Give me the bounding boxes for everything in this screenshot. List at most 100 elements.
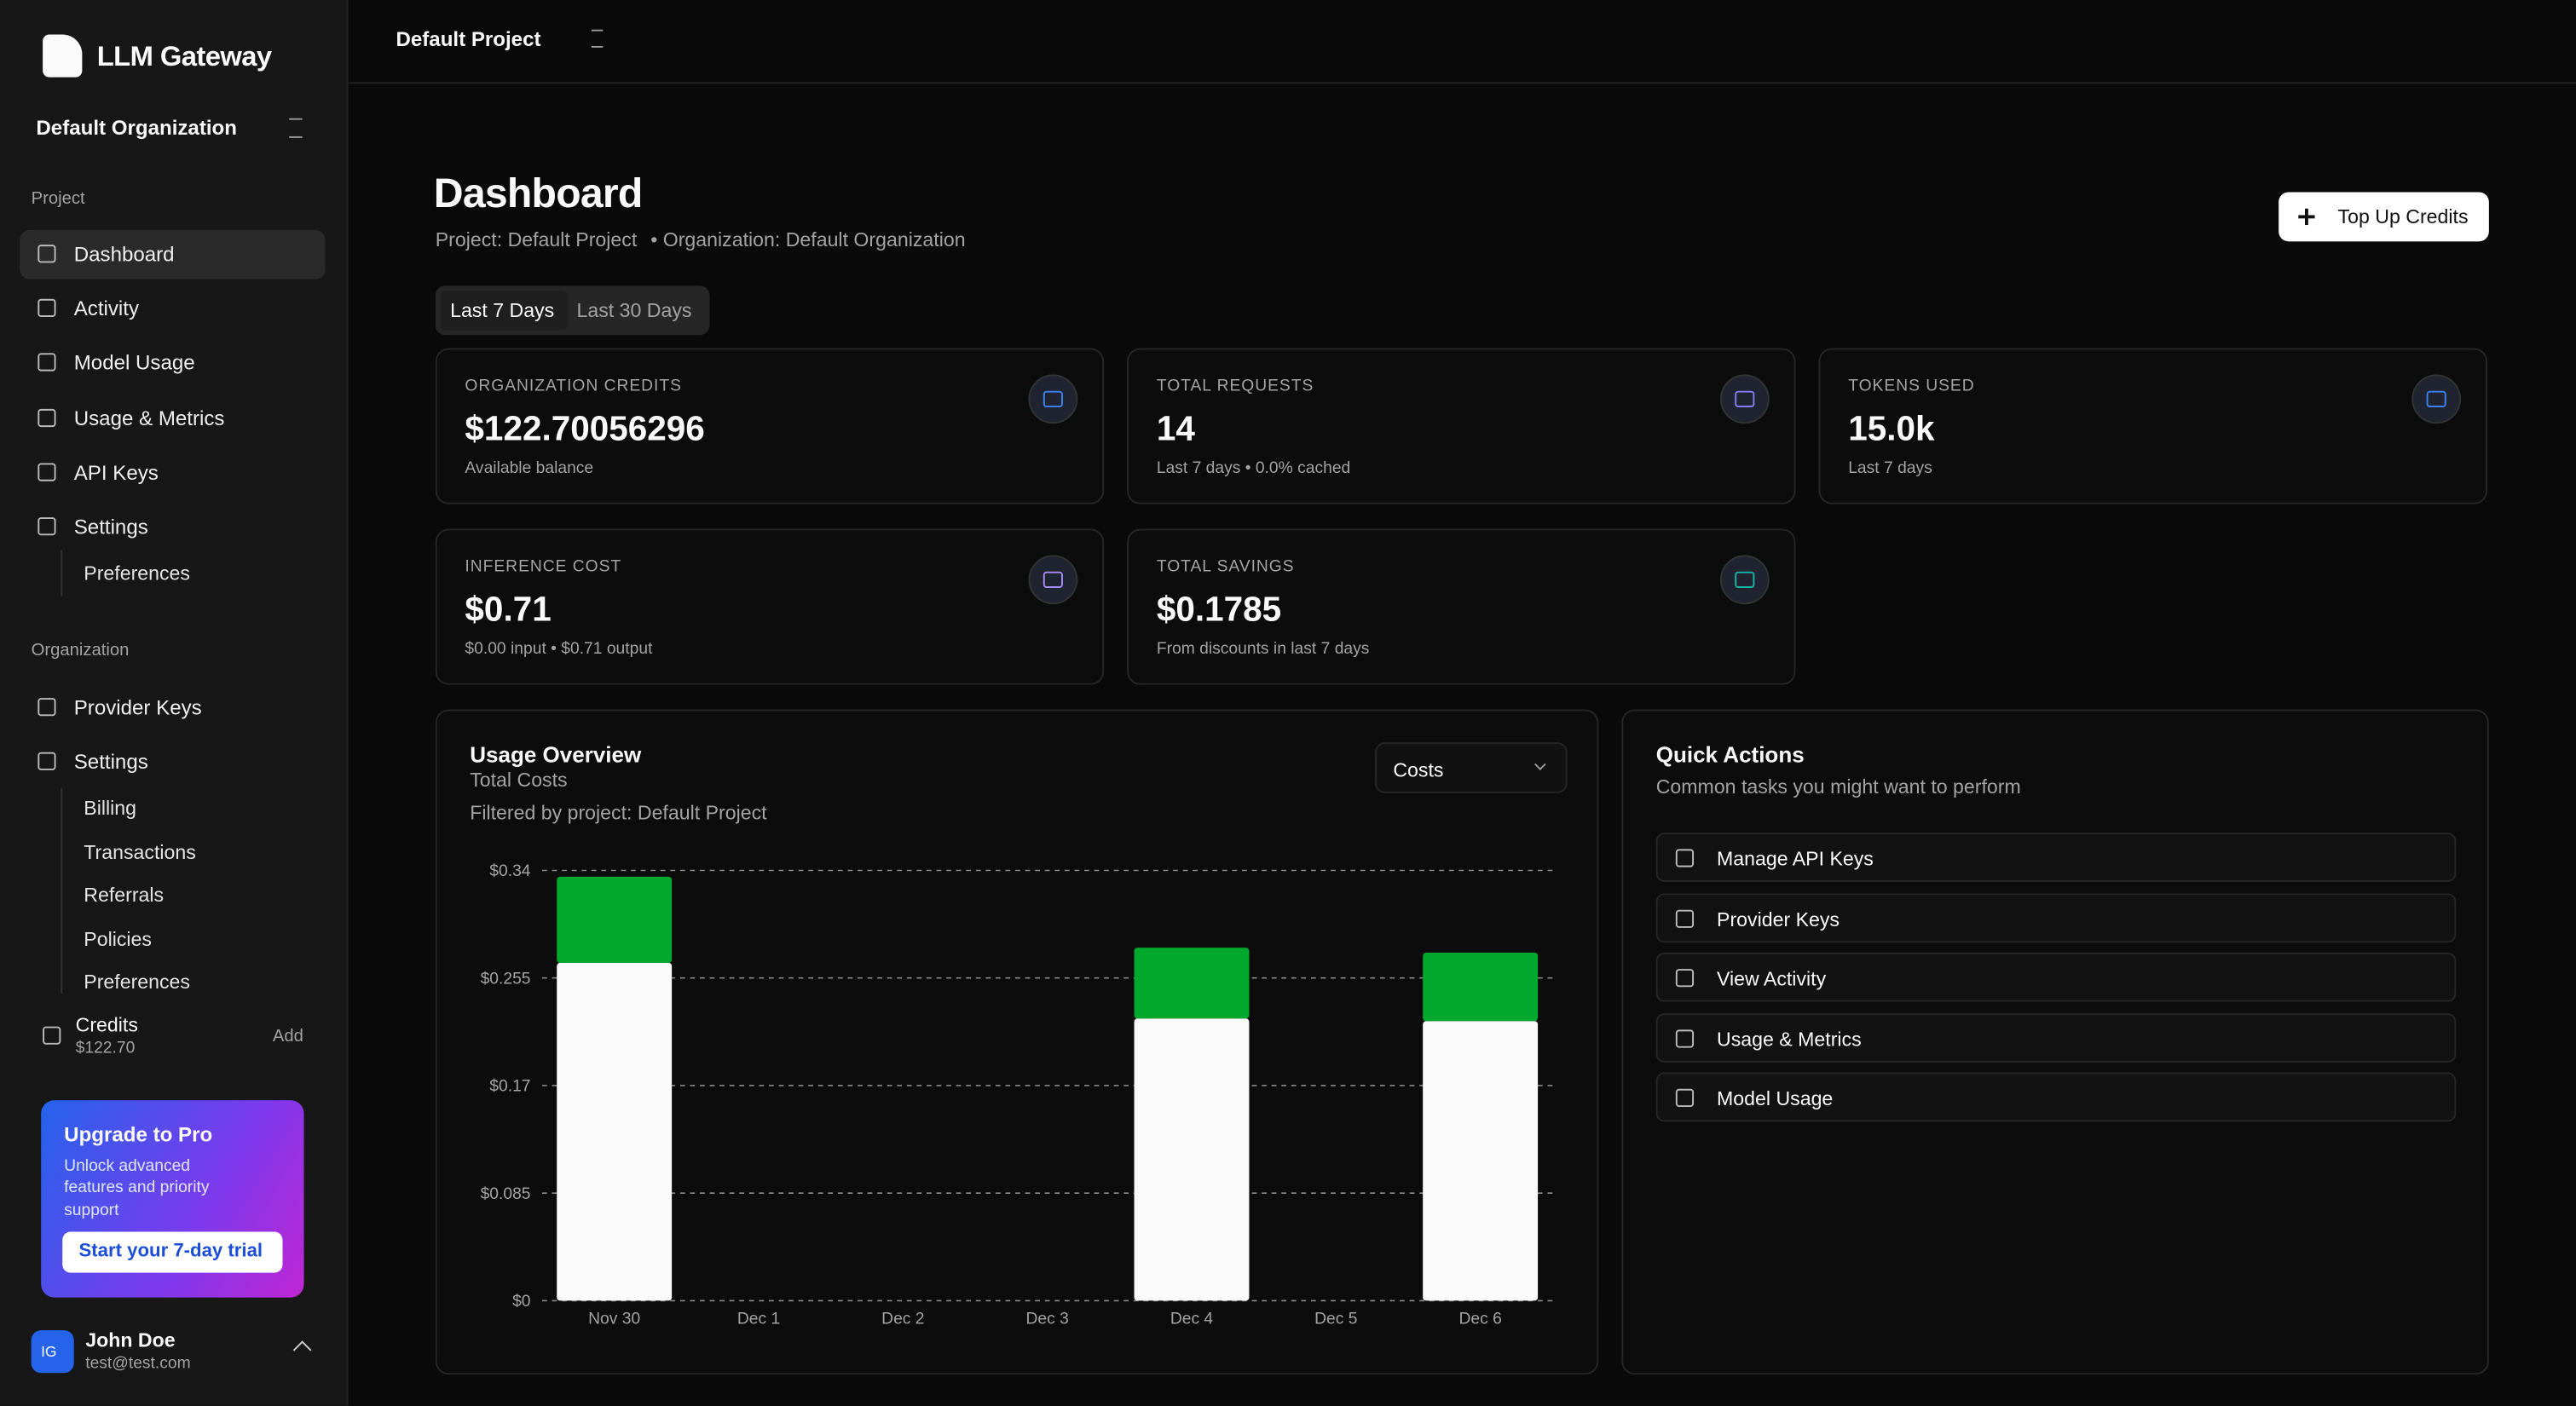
range-tab[interactable]: Last 30 Days bbox=[576, 298, 692, 322]
stat-icon-glyph bbox=[1735, 571, 1755, 588]
upgrade-button[interactable]: Start your 7-day trial bbox=[62, 1231, 283, 1273]
stat-icon bbox=[1028, 555, 1078, 605]
quick-action-label: Manage API Keys bbox=[1717, 847, 1874, 871]
stat-card: TOTAL SAVINGS $0.1785 From discounts in la… bbox=[1127, 528, 1796, 685]
stat-value: $0.71 bbox=[465, 591, 552, 630]
stat-note: From discounts in last 7 days bbox=[1156, 640, 1370, 659]
nav-label: Settings bbox=[73, 516, 148, 539]
icon bbox=[38, 299, 56, 318]
stat-note: Last 7 days bbox=[1848, 459, 1932, 478]
nav-item[interactable]: Settings bbox=[20, 503, 325, 552]
icon bbox=[38, 698, 56, 717]
stat-label: TOKENS USED bbox=[1848, 377, 1975, 396]
icon bbox=[38, 408, 56, 427]
sub-rail bbox=[61, 550, 63, 596]
nav-label: Dashboard bbox=[73, 243, 175, 267]
stat-value: 15.0k bbox=[1848, 410, 1935, 449]
quick-actions-subtitle: Common tasks you might want to perform bbox=[1655, 775, 2021, 798]
usage-filter: Filtered by project: Default Project bbox=[470, 801, 767, 825]
upgrade-button-label: Start your 7-day trial bbox=[78, 1242, 263, 1262]
metric-select[interactable]: Costs bbox=[1375, 742, 1568, 793]
nav-subitem[interactable]: Policies bbox=[84, 927, 153, 951]
icon bbox=[43, 1026, 61, 1045]
quick-action[interactable]: Usage & Metrics bbox=[1655, 1012, 2457, 1062]
nav-label: Provider Keys bbox=[73, 696, 202, 720]
stat-icon bbox=[1719, 374, 1770, 424]
nav-subitem[interactable]: Preferences bbox=[84, 562, 190, 585]
section-label: Project bbox=[31, 188, 85, 209]
usage-subtitle: Total Costs bbox=[470, 768, 568, 792]
icon bbox=[1675, 908, 1695, 927]
nav-label: Settings bbox=[73, 751, 148, 775]
upgrade-card: Upgrade to Pro Unlock advanced features a… bbox=[41, 1100, 304, 1298]
stat-label: TOTAL REQUESTS bbox=[1156, 377, 1314, 396]
stat-icon bbox=[1719, 555, 1770, 605]
icon bbox=[38, 517, 56, 536]
stat-card: TOKENS USED 15.0k Last 7 days bbox=[1818, 348, 2487, 504]
quick-action[interactable]: Provider Keys bbox=[1655, 892, 2457, 942]
user-menu[interactable] bbox=[292, 1340, 312, 1360]
upgrade-title: Upgrade to Pro bbox=[64, 1123, 213, 1147]
range-tabs: Last 7 Days Last 30 Days bbox=[435, 285, 710, 336]
quick-action[interactable]: View Activity bbox=[1655, 952, 2457, 1002]
project-switcher[interactable]: Default Project bbox=[396, 27, 541, 51]
nav-subitem[interactable]: Billing bbox=[84, 796, 136, 820]
quick-action[interactable]: Manage API Keys bbox=[1655, 833, 2457, 882]
quick-action-label: Model Usage bbox=[1717, 1086, 1834, 1110]
upgrade-text: Unlock advanced features and priority su… bbox=[64, 1157, 210, 1220]
stat-icon-glyph bbox=[1735, 390, 1755, 407]
credits-add[interactable]: Add bbox=[272, 1026, 303, 1046]
icon bbox=[38, 752, 56, 771]
stat-value: $122.70056296 bbox=[465, 410, 705, 449]
page-title: Dashboard bbox=[433, 170, 644, 217]
usage-card: Usage Overview Total Costs Filtered by pro… bbox=[435, 709, 1599, 1375]
nav-label: Activity bbox=[73, 297, 140, 321]
stat-card: INFERENCE COST $0.71 $0.00 input • $0.71 o… bbox=[435, 528, 1105, 685]
user-email: test@test.com bbox=[85, 1355, 191, 1374]
nav-scroll: Dashboard Activity Model Usage Usage & Metr… bbox=[0, 222, 349, 994]
topbar-divider bbox=[348, 82, 2576, 84]
button-label: Top Up Credits bbox=[2337, 205, 2469, 228]
nav-subitem[interactable]: Referrals bbox=[84, 884, 165, 908]
avatar: IG bbox=[31, 1330, 74, 1374]
nav-item[interactable]: Provider Keys bbox=[20, 683, 325, 733]
stat-card: TOTAL REQUESTS 14 Last 7 days • 0.0% cache… bbox=[1127, 348, 1796, 504]
top-up-button[interactable]: Top Up Credits bbox=[2279, 192, 2489, 242]
quick-action[interactable]: Model Usage bbox=[1655, 1072, 2457, 1122]
icon bbox=[38, 354, 56, 372]
quick-action-label: Provider Keys bbox=[1717, 907, 1840, 931]
nav-label: Usage & Metrics bbox=[73, 406, 225, 430]
upgrade-close[interactable] bbox=[258, 1125, 278, 1144]
stat-note: Available balance bbox=[465, 459, 594, 478]
nav-item[interactable]: Activity bbox=[20, 285, 325, 334]
brand-name: LLM Gateway bbox=[96, 41, 272, 72]
stat-icon-glyph bbox=[2426, 390, 2446, 407]
quick-action-label: Usage & Metrics bbox=[1717, 1027, 1862, 1051]
nav-item[interactable]: API Keys bbox=[20, 448, 325, 498]
nav-item[interactable]: Usage & Metrics bbox=[20, 394, 325, 443]
range-tab[interactable]: Last 7 Days bbox=[450, 298, 555, 322]
nav-item[interactable]: Dashboard bbox=[20, 229, 326, 279]
stat-icon-glyph bbox=[1043, 571, 1063, 588]
sidebar: LLM Gateway Default Organization Project Da… bbox=[0, 0, 349, 1406]
nav-subitem[interactable]: Preferences bbox=[84, 971, 190, 994]
nav-item[interactable]: Model Usage bbox=[20, 339, 325, 389]
avatar-initials: IG bbox=[41, 1343, 57, 1360]
usage-title: Usage Overview bbox=[470, 742, 642, 768]
icon bbox=[1675, 849, 1695, 867]
credits-label: Credits bbox=[75, 1013, 138, 1037]
stat-icon bbox=[1028, 374, 1078, 424]
credits-amount: $122.70 bbox=[75, 1039, 136, 1058]
org-switcher[interactable]: Default Organization bbox=[36, 116, 237, 140]
brand-logo bbox=[43, 34, 83, 78]
page-project: Project: Default Project bbox=[435, 228, 638, 251]
stat-card: ORGANIZATION CREDITS $122.70056296 Availab… bbox=[435, 348, 1105, 504]
chevron bbox=[289, 118, 303, 138]
nav-subitem[interactable]: Transactions bbox=[84, 839, 196, 863]
nav-item[interactable]: Settings bbox=[20, 738, 325, 787]
stat-value: $0.1785 bbox=[1156, 591, 1282, 630]
icon bbox=[38, 463, 56, 481]
nav-label: Model Usage bbox=[73, 352, 195, 376]
chevron bbox=[591, 29, 604, 48]
